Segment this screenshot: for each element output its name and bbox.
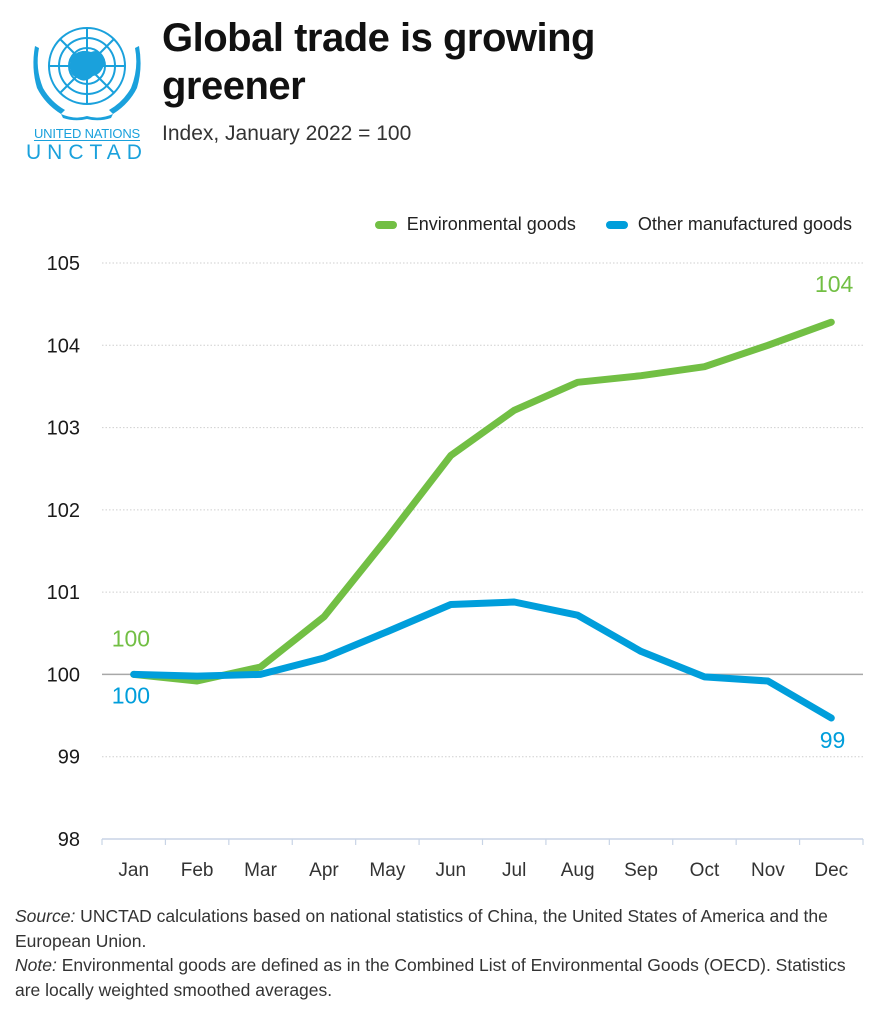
- legend: Environmental goods Other manufactured g…: [374, 214, 852, 235]
- chart-subtitle: Index, January 2022 = 100: [162, 122, 412, 145]
- y-tick-label: 103: [47, 418, 80, 440]
- y-tick-label: 99: [58, 747, 80, 769]
- x-tick-label: Jan: [118, 860, 149, 881]
- footer-notes: Source: UNCTAD calculations based on nat…: [15, 904, 865, 1002]
- y-tick-label: 102: [47, 500, 80, 522]
- y-tick-label: 98: [58, 829, 80, 851]
- data-label-environmental-start: 100: [112, 625, 150, 651]
- logo-unctad-text: UNCTAD: [26, 141, 148, 164]
- legend-label-other: Other manufactured goods: [637, 214, 852, 234]
- source-text: UNCTAD calculations based on national st…: [15, 906, 828, 951]
- series-line-environmental: [130, 318, 835, 685]
- x-tick-label: Jul: [502, 860, 526, 881]
- chart-title: Global trade is growing greener: [162, 16, 596, 108]
- y-tick-label: 100: [47, 664, 80, 686]
- legend-item-other[interactable]: Other manufactured goods: [605, 214, 852, 235]
- line-chart: 98 99 100 101 102 103 104 105 Jan Feb Mar Apr May Jun…: [47, 253, 864, 881]
- unctad-logo: UNITED NATIONS UNCTAD: [26, 18, 148, 168]
- x-tick-label: Aug: [561, 860, 595, 881]
- y-tick-label: 101: [47, 582, 80, 604]
- legend-label-environmental: Environmental goods: [406, 214, 576, 234]
- un-emblem-icon: [33, 27, 141, 121]
- x-tick-label: Jun: [435, 860, 466, 881]
- x-tick-label: Apr: [309, 860, 339, 881]
- x-tick-label: Sep: [624, 860, 658, 881]
- source-label: Source:: [15, 906, 76, 926]
- y-tick-label: 105: [47, 253, 80, 275]
- logo-united-nations-text: UNITED NATIONS: [33, 126, 141, 141]
- x-tick-label: Feb: [181, 860, 214, 881]
- x-tick-label: Nov: [751, 860, 785, 881]
- legend-item-environmental[interactable]: Environmental goods: [374, 214, 576, 235]
- data-label-environmental-end: 104: [815, 271, 854, 297]
- x-tick-label: May: [369, 860, 405, 881]
- note-label: Note:: [15, 955, 57, 975]
- data-label-other-end: 99: [820, 727, 846, 753]
- x-tick-label: Oct: [690, 860, 720, 881]
- legend-swatch-environmental: [374, 220, 397, 229]
- x-tick-label: Dec: [814, 860, 848, 881]
- legend-swatch-other: [605, 220, 628, 229]
- data-label-other-start: 100: [112, 682, 150, 708]
- source-note: Source: UNCTAD calculations based on nat…: [15, 904, 865, 953]
- y-tick-label: 104: [47, 335, 80, 357]
- note: Note: Environmental goods are defined as…: [15, 953, 865, 1002]
- x-tick-label: Mar: [244, 860, 277, 881]
- note-text: Environmental goods are defined as in th…: [15, 955, 846, 1000]
- series-line-other: [130, 598, 835, 722]
